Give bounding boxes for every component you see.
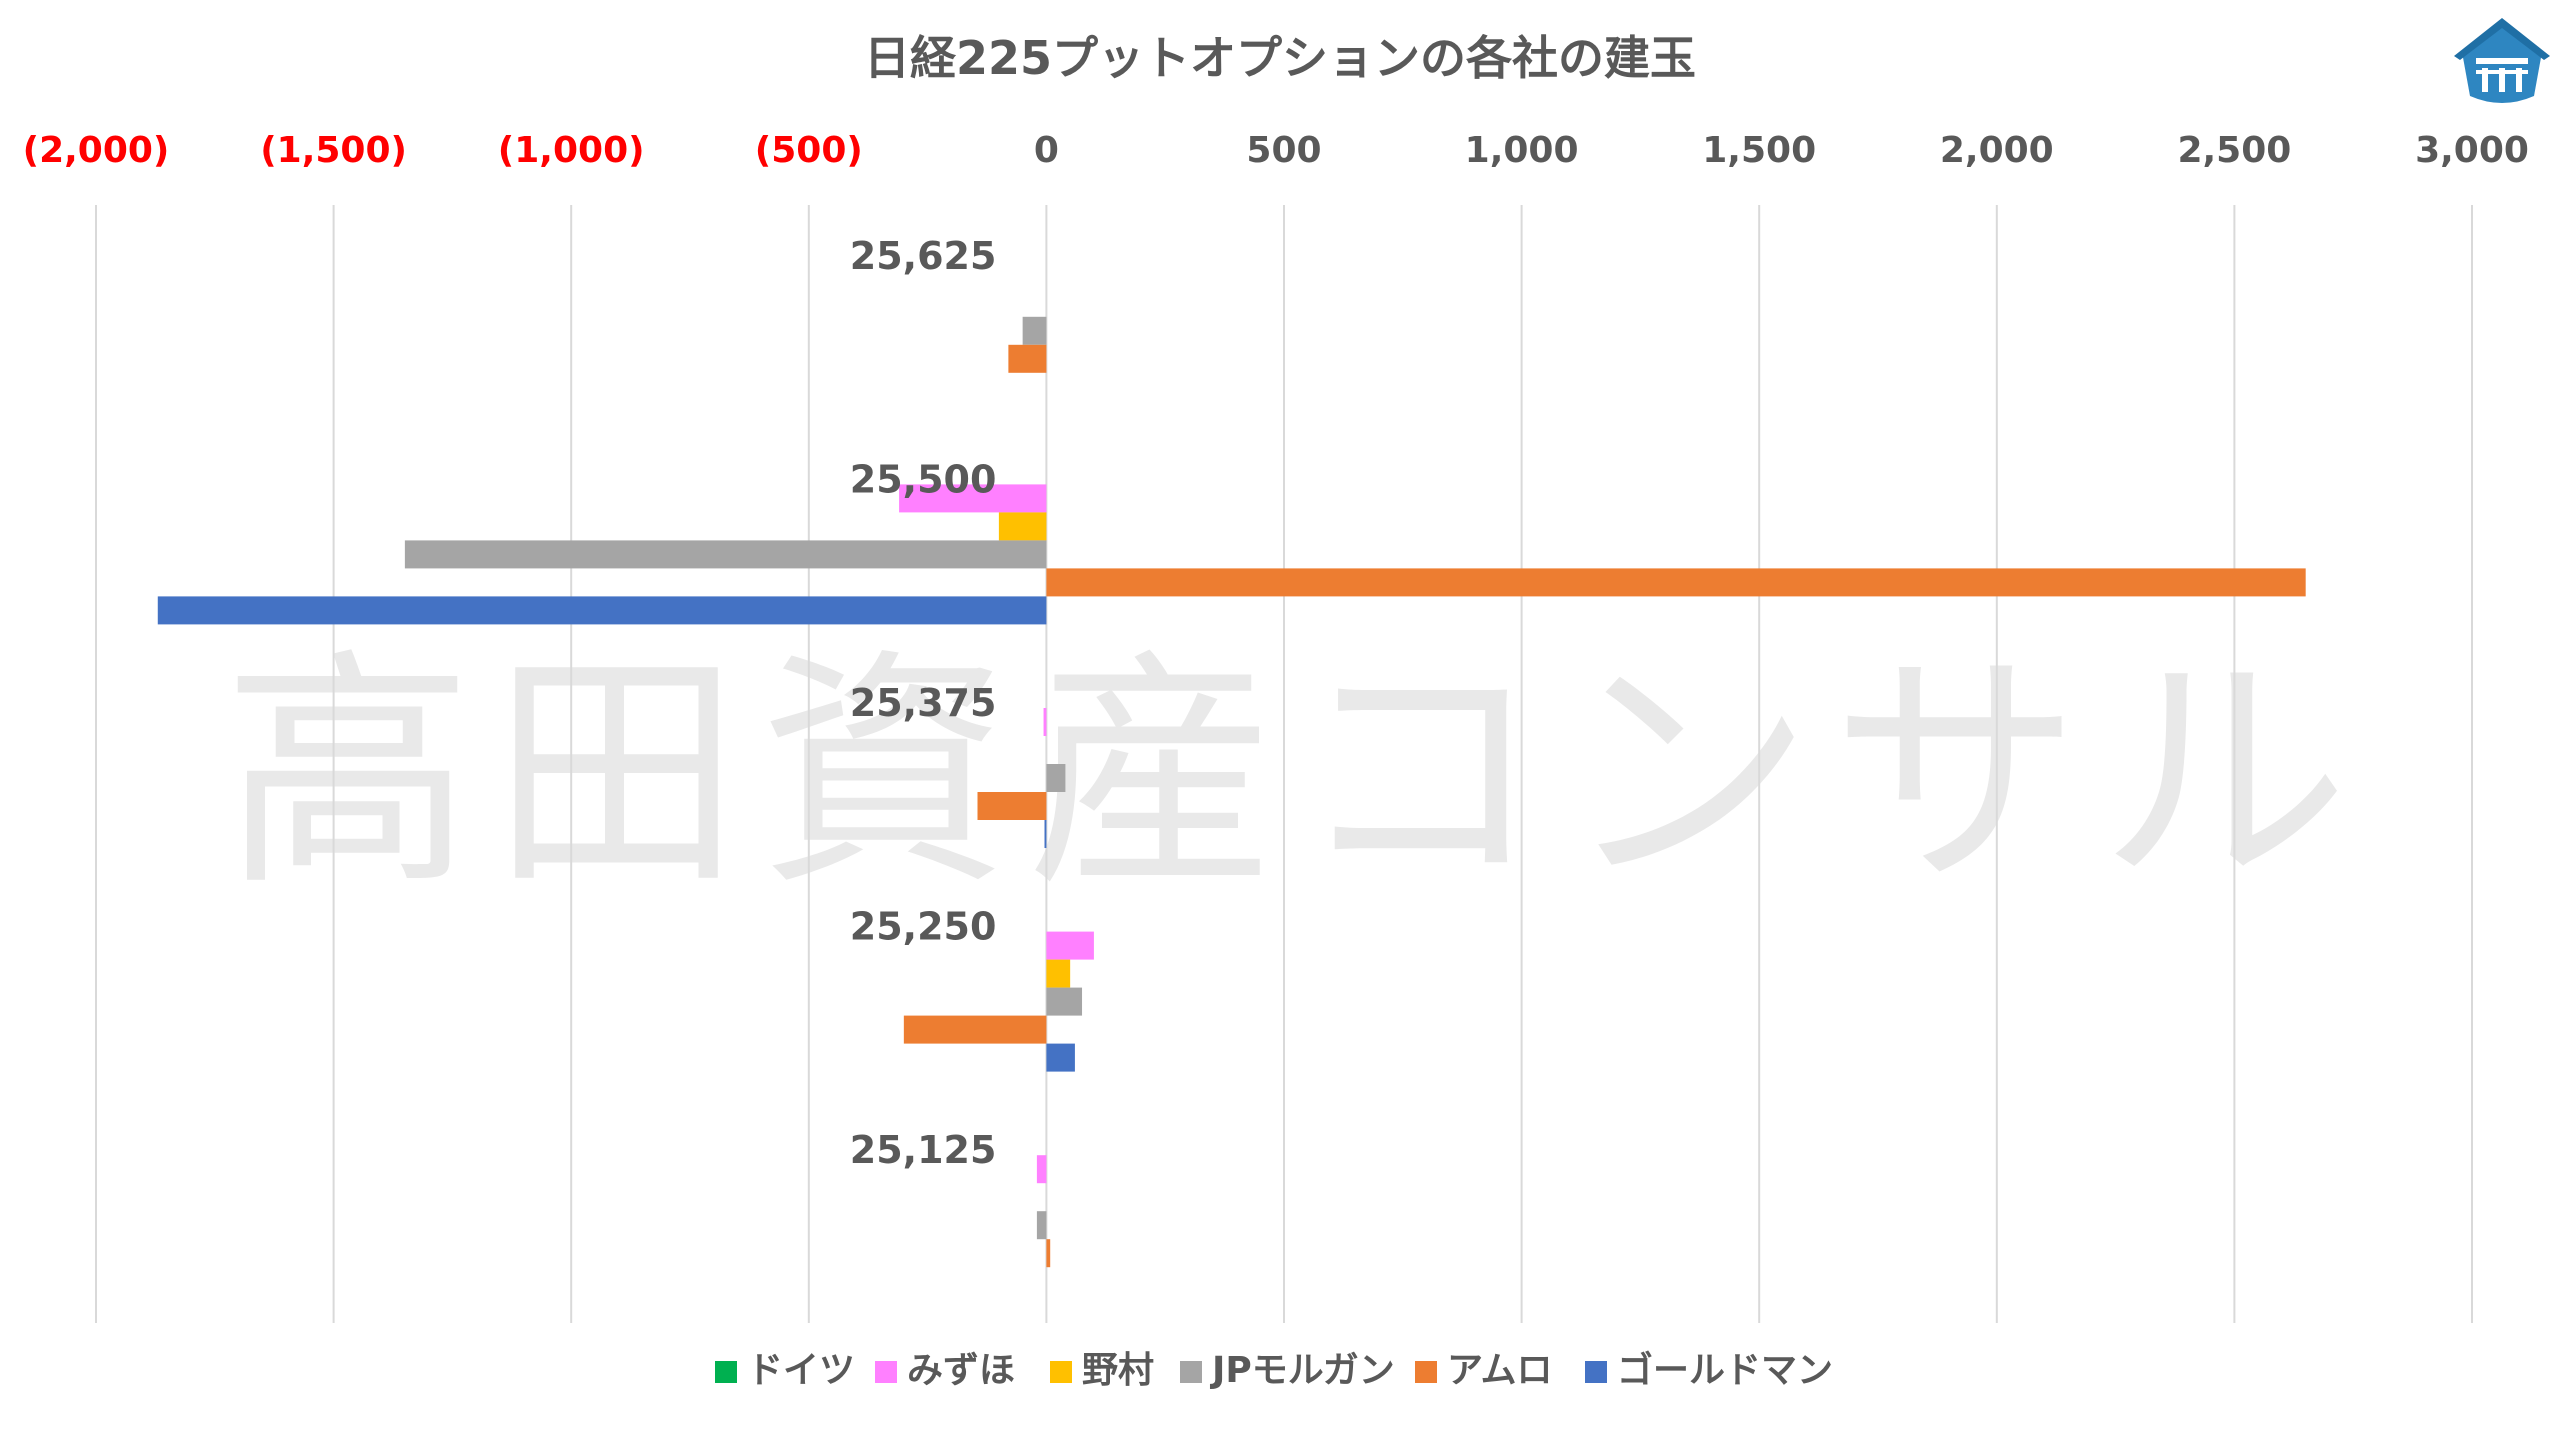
bar — [1008, 344, 1047, 373]
bar — [1046, 764, 1066, 792]
shrine-roof-logo-icon — [2454, 18, 2550, 103]
x-tick-label: 3,000 — [2415, 130, 2529, 171]
x-tick-label: 2,000 — [1940, 130, 2054, 171]
bars — [157, 316, 2306, 1268]
bar — [1046, 931, 1094, 960]
bar — [1046, 1043, 1075, 1072]
category-label: 25,125 — [850, 1128, 997, 1172]
legend: ドイツ みずほ 野村 JPモルガン アムロ ゴールドマン — [715, 1349, 1833, 1391]
x-tick-label: (1,000) — [498, 130, 645, 171]
watermark-layer: 高田資産コンサル — [223, 628, 2367, 919]
x-tick-label: (500) — [755, 130, 863, 171]
legend-label: JPモルガン — [1209, 1350, 1395, 1391]
x-tick-label: (1,500) — [260, 130, 407, 171]
category-label: 25,625 — [850, 234, 997, 278]
bar — [1043, 708, 1047, 736]
x-tick-label: 1,000 — [1465, 130, 1579, 171]
category-label: 25,500 — [850, 457, 997, 501]
bar — [157, 596, 1047, 625]
legend-label: ゴールドマン — [1617, 1349, 1833, 1391]
legend-swatch — [1050, 1361, 1072, 1383]
watermark-text: 高田資産コンサル — [223, 628, 2367, 919]
bar — [1046, 987, 1083, 1016]
legend-swatch — [1585, 1361, 1607, 1383]
bar — [977, 792, 1047, 820]
category-labels: 25,625 25,500 25,375 25,250 25,125 — [850, 234, 997, 1172]
legend-swatch — [875, 1361, 897, 1383]
chart-title: 日経225プットオプションの各社の建玉 — [864, 31, 1696, 85]
legend-swatch — [715, 1361, 737, 1383]
legend-label: 野村 — [1082, 1350, 1154, 1391]
bar — [1046, 568, 2306, 597]
legend-label: アムロ — [1447, 1350, 1552, 1391]
bar — [404, 540, 1047, 569]
legend-label: ドイツ — [747, 1350, 855, 1391]
bar — [1046, 1239, 1051, 1268]
bar — [1022, 316, 1047, 345]
x-tick-labels: (2,000) (1,500) (1,000) (500) 0 500 1,000 1,500… — [23, 130, 2529, 171]
bar — [1046, 959, 1071, 988]
x-tick-label: 500 — [1246, 130, 1321, 171]
legend-swatch — [1415, 1361, 1437, 1383]
bar — [998, 512, 1047, 541]
x-tick-label: 2,500 — [2177, 130, 2291, 171]
x-tick-label: (2,000) — [23, 130, 170, 171]
x-tick-label: 1,500 — [1702, 130, 1816, 171]
legend-label: みずほ — [907, 1350, 1015, 1391]
bar — [1036, 1211, 1047, 1240]
x-tick-label: 0 — [1034, 130, 1059, 171]
legend-swatch — [1180, 1361, 1202, 1383]
category-label: 25,375 — [850, 681, 997, 725]
bar — [899, 484, 1047, 513]
bar — [1036, 1155, 1047, 1184]
category-label: 25,250 — [850, 905, 997, 949]
bar — [903, 1015, 1047, 1044]
bar — [1044, 820, 1047, 848]
